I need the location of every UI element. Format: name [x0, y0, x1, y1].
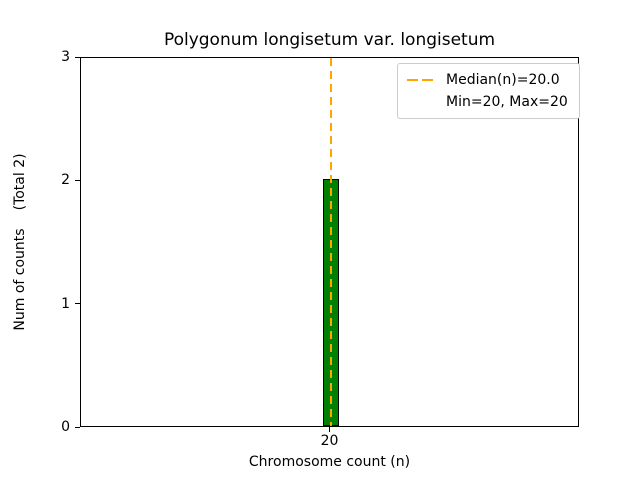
y-tick-label: 3	[61, 49, 70, 65]
x-axis-label: Chromosome count (n)	[248, 454, 411, 470]
x-tick-label: 20	[320, 433, 339, 449]
median-dashed-line-icon	[407, 79, 437, 81]
y-axis-label-text: Num of counts	[12, 228, 28, 331]
chart-title: Polygonum longisetum var. longisetum	[163, 30, 496, 50]
y-tick-label: 1	[61, 295, 70, 312]
legend-empty-symbol	[407, 101, 437, 103]
legend-label-minmax: Min=20, Max=20	[446, 94, 568, 110]
y-tick-label: 0	[61, 419, 70, 435]
y-axis-tick	[75, 426, 80, 428]
legend-entry-minmax: Min=20, Max=20	[407, 94, 568, 110]
y-axis-label: Num of counts (Total 2)	[12, 153, 28, 330]
y-axis-tick	[75, 56, 80, 58]
y-tick-label: 2	[61, 172, 70, 189]
y-axis-tick	[75, 303, 80, 305]
legend-entry-median: Median(n)=20.0	[407, 72, 568, 88]
legend-label-median: Median(n)=20.0	[446, 72, 560, 88]
median-line	[329, 58, 332, 426]
x-axis-tick	[329, 427, 330, 432]
total-count-label: (Total 2)	[12, 153, 28, 211]
legend: Median(n)=20.0 Min=20, Max=20	[397, 63, 580, 119]
y-axis-tick	[75, 179, 80, 181]
